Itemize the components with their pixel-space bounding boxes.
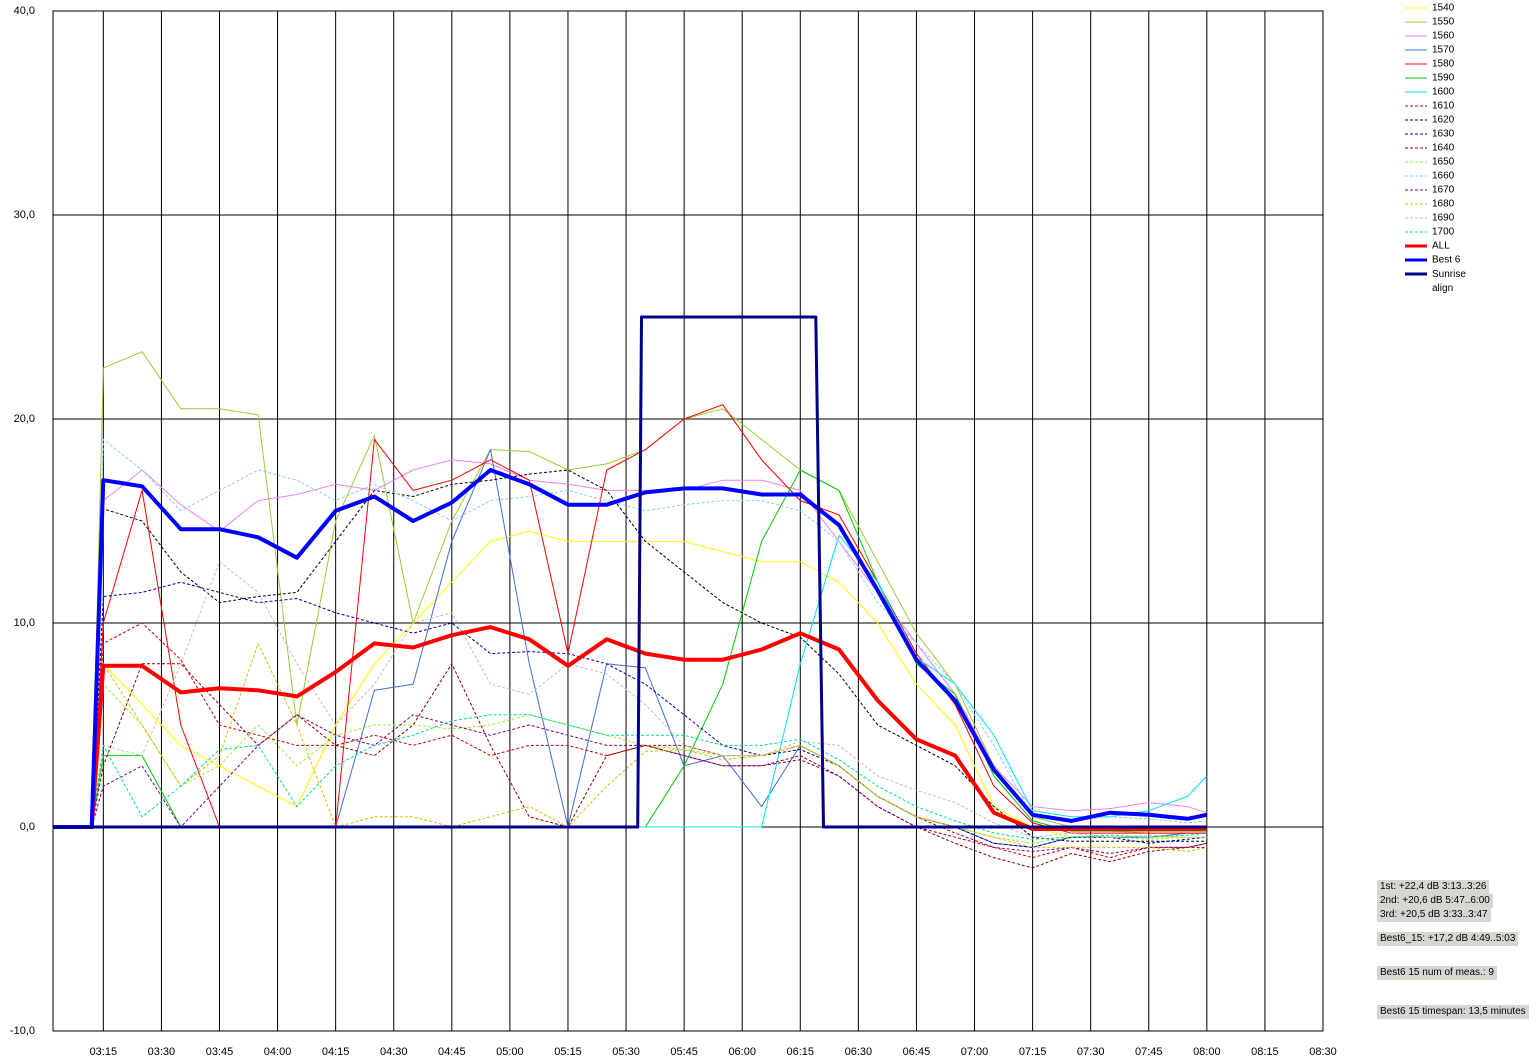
legend-label: Sunrise align xyxy=(1432,269,1466,294)
legend-label: 1690 xyxy=(1432,213,1455,224)
series-line xyxy=(53,581,1207,848)
x-tick-label: 05:15 xyxy=(554,1046,582,1058)
x-tick-label: 06:15 xyxy=(787,1046,815,1058)
legend-label: 1590 xyxy=(1432,73,1455,84)
x-tick-label: 07:45 xyxy=(1135,1046,1163,1058)
legend-label: 1630 xyxy=(1432,129,1455,140)
legend-label: 1640 xyxy=(1432,143,1455,154)
y-tick-label: 20,0 xyxy=(14,413,35,425)
series-line xyxy=(53,642,1207,852)
legend-label: 1620 xyxy=(1432,115,1455,126)
x-tick-label: 03:15 xyxy=(90,1046,118,1058)
series-line xyxy=(53,469,1207,842)
x-tick-label: 08:15 xyxy=(1251,1046,1279,1058)
x-tick-label: 07:00 xyxy=(961,1046,989,1058)
y-tick-label: 30,0 xyxy=(14,209,35,221)
annotation: Best6 15 timespan: 13,5 minutes xyxy=(1377,1005,1529,1019)
x-tick-label: 03:30 xyxy=(148,1046,176,1058)
x-tick-label: 06:30 xyxy=(845,1046,873,1058)
legend-label: 1670 xyxy=(1432,185,1455,196)
series-line xyxy=(53,561,1207,838)
legend-label: 1550 xyxy=(1432,17,1455,28)
x-tick-label: 04:00 xyxy=(264,1046,292,1058)
legend-label: 1570 xyxy=(1432,45,1455,56)
y-tick-label: -10,0 xyxy=(10,1025,35,1037)
y-tick-label: 0,0 xyxy=(20,821,35,833)
annotation: 2nd: +20,6 dB 5:47..6:00 xyxy=(1377,894,1493,908)
x-tick-label: 08:30 xyxy=(1309,1046,1337,1058)
x-tick-label: 06:00 xyxy=(728,1046,756,1058)
x-tick-label: 05:00 xyxy=(496,1046,524,1058)
legend-label: 1680 xyxy=(1432,199,1455,210)
legend-label: 1600 xyxy=(1432,87,1455,98)
y-tick-label: 10,0 xyxy=(14,617,35,629)
series-line xyxy=(53,459,1207,828)
legend-label: 1660 xyxy=(1432,171,1455,182)
legend-label: 1540 xyxy=(1432,3,1455,14)
annotation: 1st: +22,4 dB 3:13..3:26 xyxy=(1377,880,1490,894)
series-line xyxy=(53,315,1207,829)
x-tick-label: 07:30 xyxy=(1077,1046,1105,1058)
series-line xyxy=(53,714,1207,854)
x-tick-label: 06:45 xyxy=(903,1046,931,1058)
x-tick-label: 05:30 xyxy=(612,1046,640,1058)
plot-area xyxy=(52,10,1324,1032)
y-tick-label: 40,0 xyxy=(14,5,35,17)
x-tick-label: 03:45 xyxy=(206,1046,234,1058)
x-tick-label: 04:45 xyxy=(438,1046,466,1058)
legend-label: Best 6 xyxy=(1432,255,1461,266)
x-tick-label: 04:30 xyxy=(380,1046,408,1058)
series-line xyxy=(53,530,1207,838)
x-tick-label: 08:00 xyxy=(1193,1046,1221,1058)
legend-label: ALL xyxy=(1432,241,1450,252)
annotation: 3rd: +20,5 dB 3:33..3:47 xyxy=(1377,908,1491,922)
x-tick-label: 05:45 xyxy=(670,1046,698,1058)
legend-label: 1610 xyxy=(1432,101,1455,112)
legend-label: 1700 xyxy=(1432,227,1455,238)
series-line xyxy=(53,714,1207,840)
x-tick-label: 07:15 xyxy=(1019,1046,1047,1058)
legend-label: 1580 xyxy=(1432,59,1455,70)
series-line xyxy=(53,468,1208,829)
series-line xyxy=(53,622,1207,859)
annotation: Best6_15: +17,2 dB 4:49..5:03 xyxy=(1377,932,1519,946)
x-tick-label: 04:15 xyxy=(322,1046,350,1058)
annotation: Best6 15 num of meas.: 9 xyxy=(1377,966,1497,980)
legend-label: 1560 xyxy=(1432,31,1455,42)
legend-label: 1650 xyxy=(1432,157,1455,168)
